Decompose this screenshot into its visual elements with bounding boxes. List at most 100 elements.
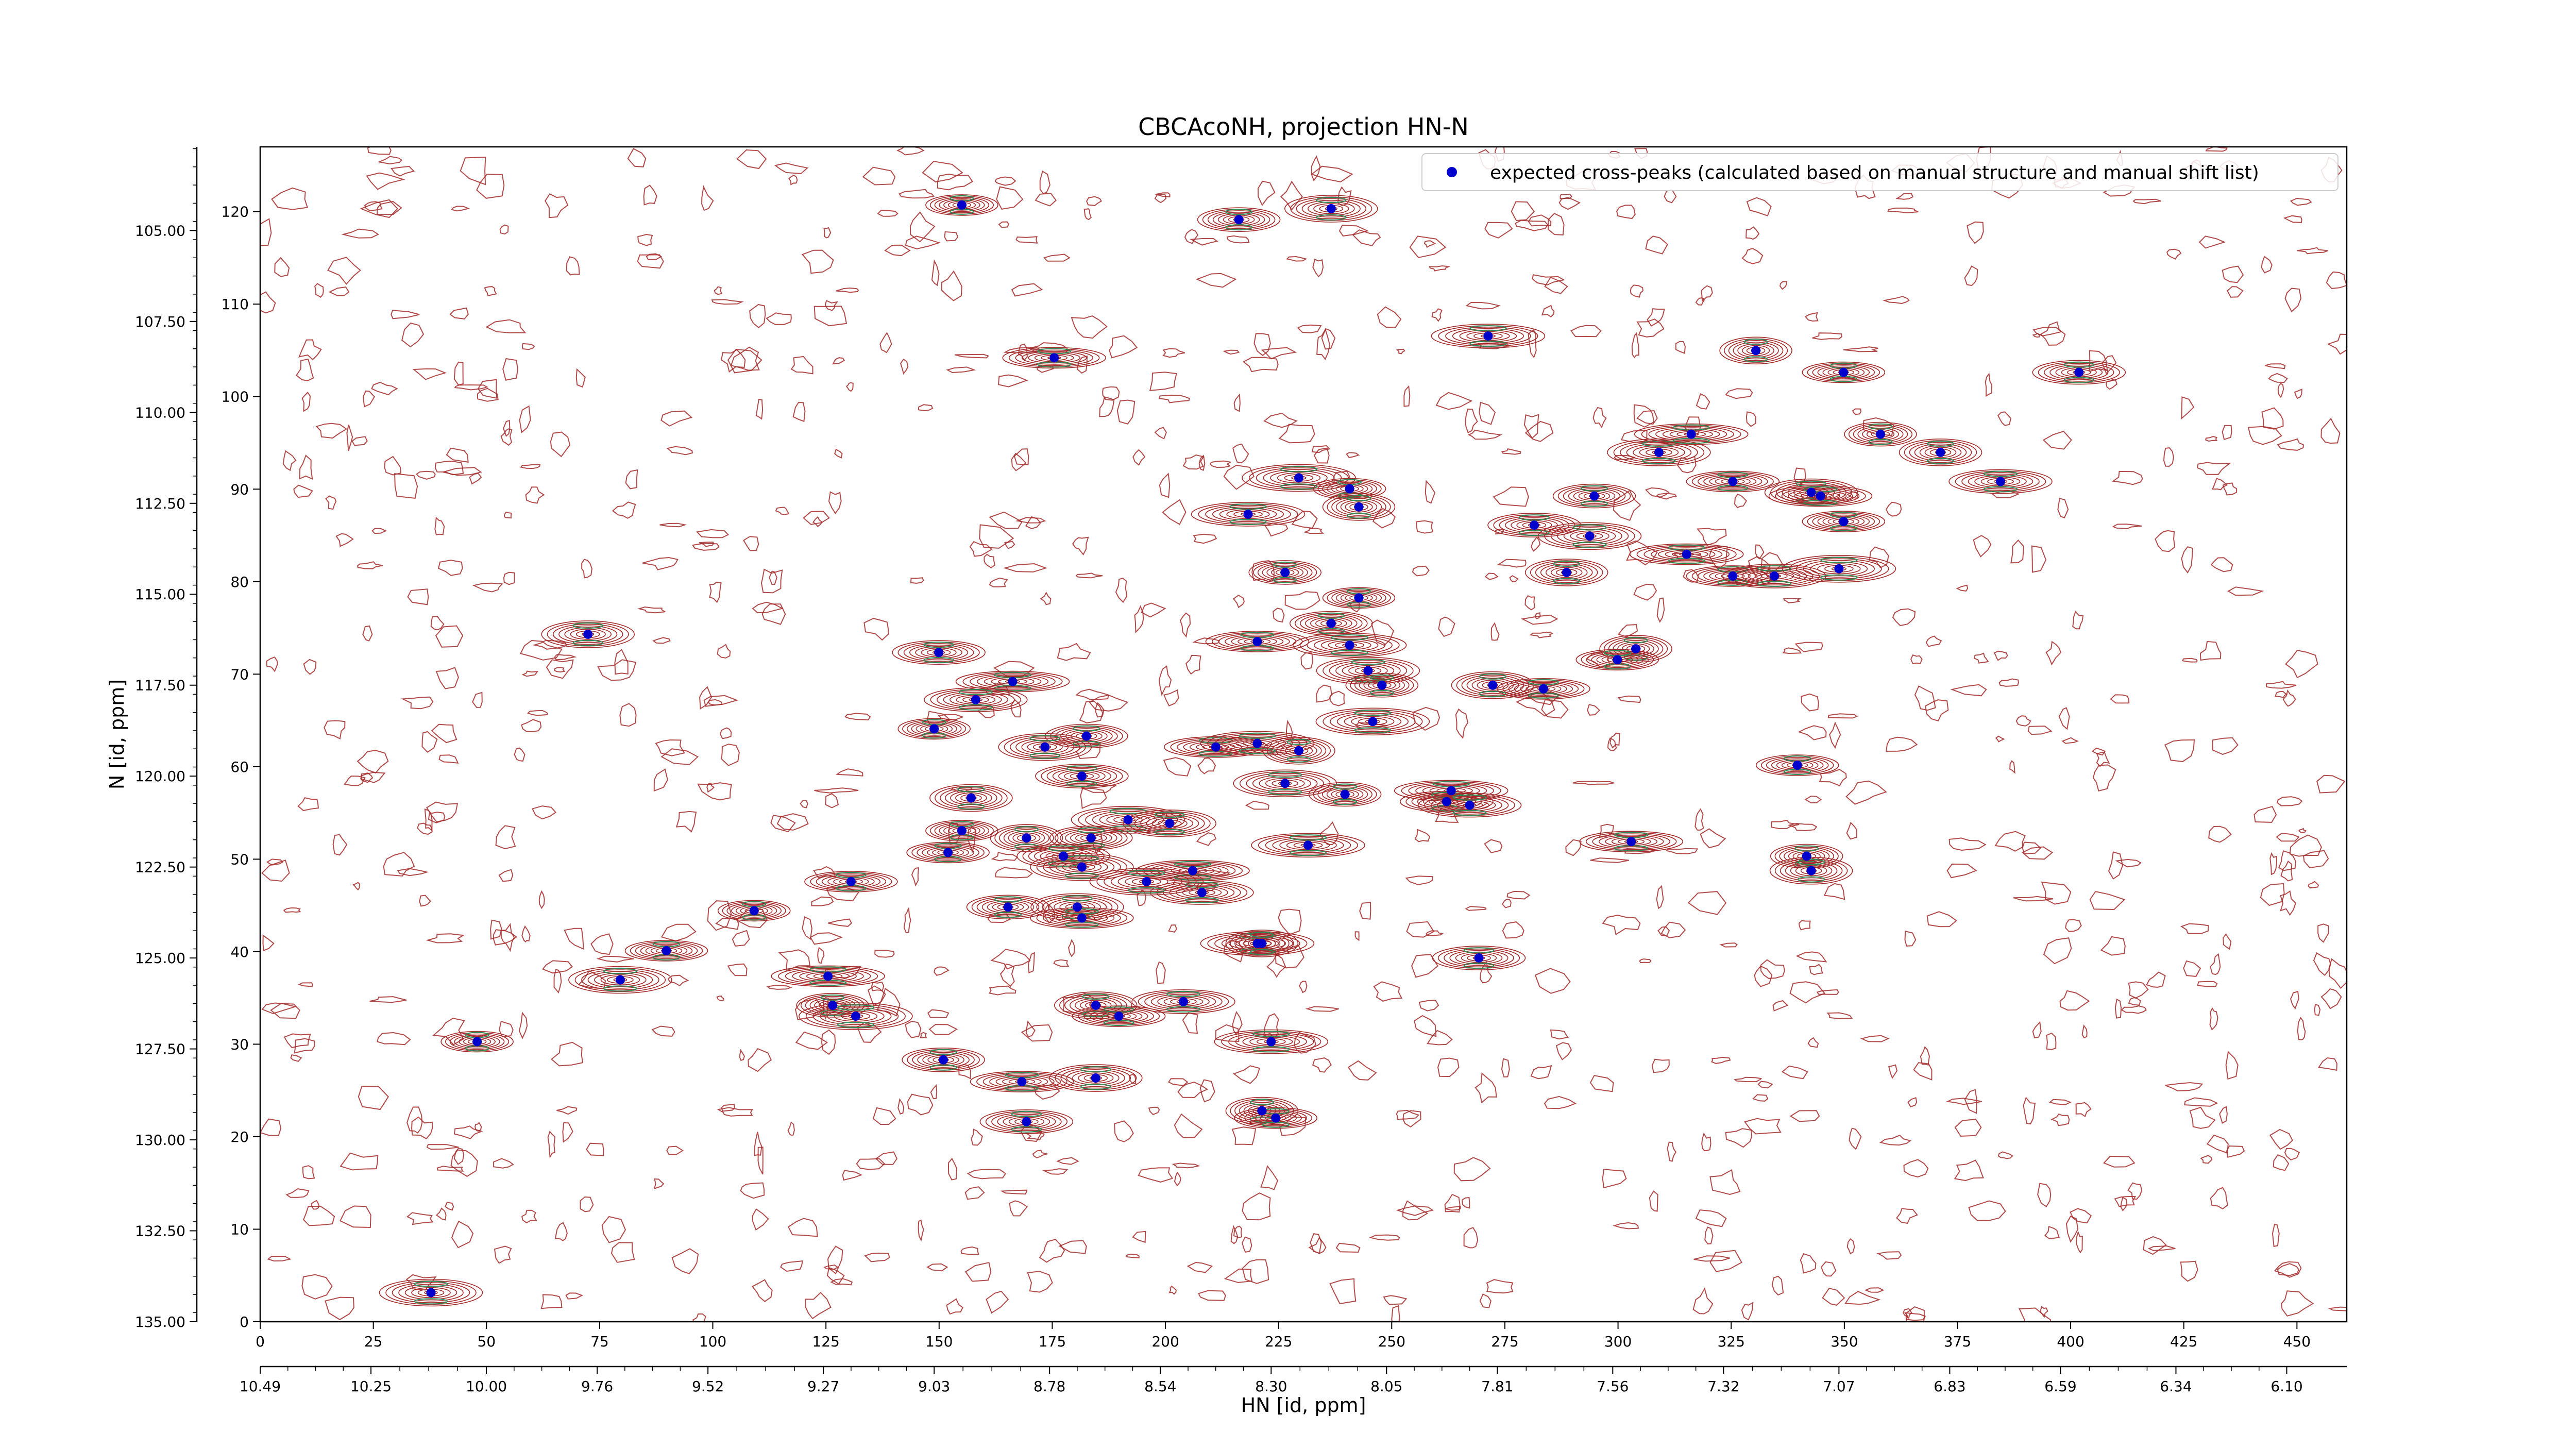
peak-contour-ring bbox=[1176, 886, 1228, 899]
x-index-tick-label: 250 bbox=[1378, 1333, 1405, 1350]
peak-contour-ring bbox=[1305, 615, 1358, 631]
noise-contour bbox=[1626, 540, 1658, 566]
noise-contour bbox=[1886, 736, 1918, 752]
peak-contour-ring bbox=[1046, 767, 1117, 786]
noise-contour bbox=[871, 981, 885, 991]
peak-contour-ring bbox=[1575, 649, 1659, 671]
noise-contour bbox=[451, 206, 470, 212]
noise-contour bbox=[1882, 296, 1910, 305]
peak-contour-ring bbox=[915, 646, 962, 659]
cross-peak-point bbox=[1682, 549, 1691, 559]
peak-contour-negative bbox=[1077, 827, 1105, 834]
peak-contour-ring bbox=[1924, 447, 1957, 458]
noise-contour bbox=[1752, 1094, 1769, 1102]
peak-contour-negative bbox=[1452, 810, 1487, 816]
peak-contour-ring bbox=[943, 825, 980, 836]
noise-contour bbox=[2040, 321, 2066, 346]
noise-contour bbox=[1998, 678, 2019, 687]
noise-contour bbox=[1693, 1255, 1730, 1262]
x-ppm-tick-label: 8.54 bbox=[1144, 1378, 1176, 1395]
noise-contour bbox=[1359, 902, 1371, 920]
noise-contour bbox=[1520, 614, 1558, 625]
noise-contour bbox=[2314, 1004, 2321, 1016]
cross-peak-point bbox=[1252, 637, 1262, 646]
x-ppm-tick-label: 7.32 bbox=[1707, 1378, 1739, 1395]
peak-contour-ring bbox=[600, 974, 640, 986]
x-ppm-tick-label: 9.76 bbox=[581, 1378, 613, 1395]
noise-contour bbox=[502, 358, 518, 381]
cross-peak-point bbox=[1839, 367, 1849, 377]
peak-contour-ring bbox=[564, 627, 612, 642]
noise-contour bbox=[2208, 825, 2232, 843]
peak-contour-negative bbox=[1331, 634, 1368, 641]
peak-contour-ring bbox=[1540, 563, 1593, 581]
peak-contour-ring bbox=[1790, 863, 1833, 878]
noise-contour bbox=[1415, 520, 1434, 534]
cross-peak-point bbox=[583, 629, 593, 639]
noise-contour bbox=[2015, 715, 2031, 727]
noise-contour bbox=[699, 542, 714, 547]
noise-contour bbox=[1787, 822, 1818, 832]
noise-contour bbox=[1511, 201, 1535, 222]
noise-contour bbox=[751, 1279, 773, 1302]
noise-contour bbox=[1925, 635, 1942, 647]
noise-contour bbox=[1904, 1312, 1926, 1321]
noise-contour bbox=[532, 639, 567, 650]
peak-contour-group bbox=[1284, 195, 1378, 223]
peak-contour-ring bbox=[1066, 1069, 1125, 1087]
noise-contour bbox=[1695, 1209, 1727, 1227]
noise-contour bbox=[1156, 961, 1166, 984]
peak-contour-ring bbox=[1322, 786, 1368, 802]
peak-contour-ring bbox=[1280, 744, 1317, 758]
x-ppm-tick-label: 8.78 bbox=[1033, 1378, 1065, 1395]
noise-contour bbox=[2128, 981, 2149, 999]
cross-peak-point bbox=[1839, 517, 1849, 527]
noise-contour bbox=[1057, 643, 1091, 661]
peak-contour-ring bbox=[1330, 711, 1416, 732]
peak-contour-negative bbox=[1369, 674, 1394, 681]
cross-peak-point bbox=[1271, 1113, 1281, 1123]
noise-contour bbox=[2265, 681, 2297, 689]
noise-contour bbox=[1275, 945, 1304, 969]
noise-contour bbox=[1599, 823, 1615, 838]
noise-contour bbox=[1823, 883, 1845, 900]
noise-contour bbox=[266, 656, 278, 672]
peak-contour-ring bbox=[1316, 656, 1420, 685]
peak-contour-ring bbox=[1354, 676, 1410, 695]
peak-contour-negative bbox=[1553, 561, 1581, 567]
noise-contour bbox=[1719, 942, 1738, 948]
noise-contour bbox=[2184, 1097, 2218, 1107]
peak-contour-ring bbox=[1741, 568, 1807, 584]
noise-contour bbox=[1039, 170, 1050, 194]
noise-contour bbox=[1196, 832, 1217, 846]
noise-contour bbox=[493, 1158, 514, 1169]
y-index-tick-label: 90 bbox=[230, 481, 249, 498]
y-index-tick-label: 50 bbox=[230, 851, 249, 868]
peak-contour-ring bbox=[1461, 675, 1524, 696]
peak-contour-negative bbox=[957, 786, 985, 793]
y-ppm-tick-label: 120.00 bbox=[135, 768, 185, 785]
noise-contour bbox=[1734, 494, 1748, 509]
noise-contour bbox=[627, 148, 647, 167]
peak-contour-ring bbox=[1134, 813, 1205, 834]
cross-peak-point bbox=[1728, 477, 1738, 486]
noise-contour bbox=[371, 381, 398, 396]
noise-contour bbox=[1746, 197, 1772, 216]
noise-contour bbox=[1033, 1084, 1060, 1100]
cross-peak-point bbox=[1631, 644, 1641, 654]
noise-contour bbox=[984, 553, 996, 568]
noise-contour bbox=[2276, 796, 2303, 806]
noise-contour bbox=[1645, 235, 1668, 255]
peak-contour-ring bbox=[1015, 349, 1093, 366]
noise-contour bbox=[1864, 1287, 1885, 1293]
noise-contour bbox=[2070, 1208, 2092, 1224]
peak-contour-ring bbox=[1345, 672, 1419, 698]
noise-contour bbox=[691, 543, 720, 551]
peak-contour-ring bbox=[1083, 1008, 1154, 1024]
noise-contour bbox=[1300, 652, 1314, 670]
cross-peak-point bbox=[1234, 215, 1244, 225]
noise-contour bbox=[2308, 881, 2319, 889]
cross-peak-point bbox=[851, 1012, 860, 1021]
peak-contour-negative bbox=[958, 704, 993, 711]
peak-contour-ring bbox=[581, 969, 659, 990]
